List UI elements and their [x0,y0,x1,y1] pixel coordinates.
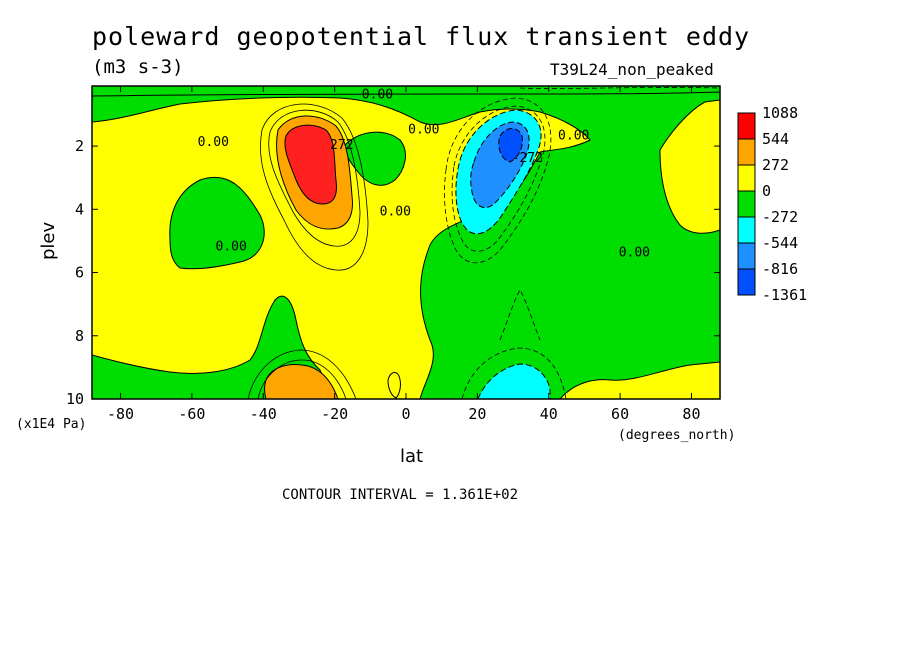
chart-title: poleward geopotential flux transient edd… [92,22,751,51]
contour-interval: CONTOUR INTERVAL = 1.361E+02 [282,487,519,503]
x-tick-label: -80 [107,405,134,423]
run-name: T39L24_non_peaked [550,60,714,79]
contour-label: 272 [330,138,353,153]
legend-swatch [737,268,756,296]
field-band-negative-bay [169,176,265,270]
field-band-positive-patch [387,372,401,399]
contour-line [268,109,361,247]
legend-level: 0 [762,182,771,200]
x-tick-label: 40 [540,405,558,423]
x-tick-label: -40 [250,405,277,423]
legend-swatch [737,216,756,244]
legend-swatch [737,242,756,270]
field-band-cyan-surface [477,363,551,399]
y-axis-units: (x1E4 Pa) [16,417,86,432]
field-band-positive-patch [559,361,720,399]
x-tick-label: 0 [401,405,410,423]
contour-line [260,103,369,271]
y-tick-label: 8 [75,327,84,345]
contour-line [247,349,357,399]
contour-labels: 0.00 0.00 0.00 0.00 0.00 0.00 0.00 272 -272 [198,88,650,261]
legend-level: -816 [762,260,798,278]
legend-level: -544 [762,234,798,252]
chart-units: (m3 s-3) [92,56,184,78]
contour-label: 0.00 [362,88,393,103]
field-band-red [284,124,337,205]
contour-label: 0.00 [198,135,229,150]
legend-swatch [737,190,756,218]
contour-line [444,97,552,264]
y-tick-label: 2 [75,137,84,155]
field-band-negative-bay [344,131,406,186]
legend-swatch [737,112,756,140]
contour-field [92,86,720,399]
field-band-positive-patch [659,99,720,234]
y-tick-label: 6 [75,264,84,282]
contour-line [499,289,541,341]
contour-label: 0.00 [619,246,650,261]
legend-swatch [737,164,756,192]
contour-label: 0.00 [216,239,247,254]
y-tick-label: 4 [75,200,84,218]
contour-label: 0.00 [408,122,439,137]
x-axis-units: (degrees_north) [618,428,735,443]
y-axis-label: plev [38,221,59,260]
x-axis-ticks: -80 -60 -40 -20 0 20 40 60 80 [107,86,700,423]
legend-level: 1088 [762,104,798,122]
contour-label: -272 [512,151,543,166]
contour-label: 0.00 [380,205,411,220]
color-legend: 1088 544 272 0 -272 -544 -816 -1361 [737,104,807,304]
x-tick-label: -60 [178,405,205,423]
contour-line [461,347,567,399]
legend-swatch [737,138,756,166]
legend-level: -1361 [762,286,807,304]
x-tick-label: -20 [321,405,348,423]
x-axis-label: lat [400,446,423,467]
legend-level: 272 [762,156,789,174]
x-tick-label: 60 [611,405,629,423]
y-tick-label: 10 [66,390,84,408]
x-tick-label: 80 [682,405,700,423]
field-band-orange-surface [264,364,339,399]
field-band-deep-blue [498,128,523,163]
contour-label: 0.00 [558,129,589,144]
x-tick-label: 20 [468,405,486,423]
legend-level: -272 [762,208,798,226]
contour-line [257,359,347,399]
contour-line [519,87,720,89]
legend-level: 544 [762,130,789,148]
y-axis-ticks: 2 4 6 8 10 [66,137,720,408]
